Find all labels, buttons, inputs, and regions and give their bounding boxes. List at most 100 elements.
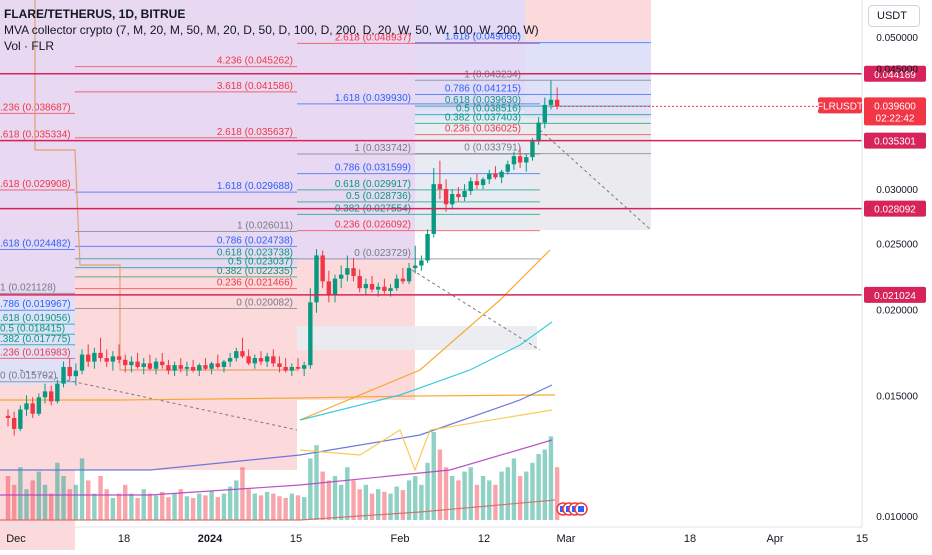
fib-label: 0.5 (0.028736)	[346, 191, 411, 202]
volume-bar	[542, 449, 547, 520]
candle-body	[92, 352, 97, 362]
moving-average-line	[0, 499, 556, 521]
candle-body	[332, 278, 338, 296]
level-tag-text: 0.028092	[874, 205, 916, 216]
volume-bar	[345, 467, 350, 520]
candle-body	[147, 363, 153, 369]
candle-body	[289, 366, 295, 371]
fib-label: 0.618 (0.029917)	[335, 179, 411, 190]
volume-bar	[351, 480, 356, 520]
fib-label: 0.618 (0.039630)	[445, 95, 521, 106]
candle-body	[524, 157, 529, 163]
volume-bar	[437, 449, 443, 520]
indicator-title[interactable]: MVA collector crypto (7, M, 20, M, 50, M…	[4, 23, 539, 37]
level-tag-text: 0.021024	[874, 291, 916, 302]
volume-bar	[55, 462, 60, 520]
candle-body	[252, 358, 257, 364]
candle-body	[530, 141, 535, 158]
volume-bar	[197, 493, 202, 520]
volume-bar	[221, 493, 227, 520]
fib-label: 0.5 (0.018415)	[0, 323, 65, 334]
volume-bar	[104, 489, 109, 520]
price-tick-label: 0.050000	[876, 33, 918, 44]
volume-bar	[110, 498, 116, 520]
volume-bar	[258, 495, 264, 520]
volume-bar	[252, 493, 257, 520]
volume-bar	[536, 454, 541, 520]
time-tick-label: Mar	[557, 533, 576, 545]
moving-average-line	[0, 439, 553, 496]
volume-bar	[332, 476, 338, 520]
volume-bar	[419, 484, 424, 520]
volume-bar	[73, 484, 79, 520]
horizontal-levels: 0.044189 0.035301 0.028092 0.021024	[0, 65, 926, 303]
volume-bar	[425, 462, 430, 520]
moving-average-line	[34, 0, 297, 371]
volume-bar	[289, 493, 295, 520]
volume-bar	[5, 476, 11, 520]
currency-button[interactable]: USDT	[868, 5, 920, 27]
candle-body	[110, 356, 116, 362]
volume-bar	[30, 480, 35, 520]
symbol-title[interactable]: FLARE/TETHERUS, 1D, BITRUE	[4, 7, 186, 21]
volume-bar	[246, 489, 251, 520]
fib-label: 0.5 (0.023037)	[228, 257, 293, 268]
volume-bar	[530, 462, 535, 520]
level-tag	[864, 132, 926, 149]
volume-bar	[141, 489, 146, 520]
candle-body	[394, 278, 399, 289]
volume-bar	[184, 496, 190, 520]
volume-bar	[283, 498, 288, 520]
fib-label: 2.618 (0.048937)	[335, 32, 411, 43]
volume-bar	[135, 498, 140, 520]
volume-bar	[400, 490, 406, 520]
candle-body	[388, 288, 393, 291]
candle-body	[295, 366, 301, 369]
candle-body	[505, 164, 510, 172]
symbol-tag	[818, 97, 862, 114]
level-tag	[864, 286, 926, 303]
volume-bar	[190, 498, 196, 520]
volume-bar	[382, 491, 387, 520]
fib-label: 0 (0.015702)	[0, 371, 57, 382]
candle-body	[493, 173, 498, 178]
time-tick-label: Feb	[391, 533, 410, 545]
volume-bar	[42, 484, 48, 520]
candle-body	[234, 351, 239, 359]
volume-bar	[314, 445, 319, 520]
time-tick-label: 18	[684, 533, 696, 545]
candle-body	[376, 286, 381, 290]
fib-label: .618 (0.029908)	[0, 179, 71, 190]
candle-body	[184, 366, 190, 369]
fib-label: .618 (0.019056)	[0, 313, 71, 324]
candle-body	[554, 99, 560, 107]
volume-bar	[468, 467, 473, 520]
volume-title[interactable]: Vol · FLR	[4, 39, 55, 53]
volume-bar	[18, 467, 23, 520]
candle-body	[382, 286, 387, 291]
candle-body	[5, 415, 11, 418]
volume-bar	[36, 471, 42, 520]
volume-bar	[92, 493, 97, 520]
volume-bar	[147, 493, 153, 520]
volume-bar	[86, 480, 91, 520]
candle-body	[542, 104, 547, 123]
event-flag-fill	[578, 506, 584, 512]
volume-bars	[5, 432, 560, 520]
candle-body	[450, 194, 455, 205]
fib-zone	[415, 0, 525, 110]
candle-body	[172, 365, 177, 371]
candle-body	[55, 383, 60, 402]
fib-label: 1.618 (0.029688)	[217, 181, 293, 192]
volume-bar	[129, 493, 134, 520]
candle-body	[511, 156, 517, 165]
event-flag-icon[interactable]	[574, 502, 588, 516]
candle-body	[357, 275, 362, 289]
volume-bar	[61, 476, 66, 520]
candle-body	[48, 391, 54, 402]
price-axis: 0.050000 0.045000 0.030000 0.025000 0.020000…	[552, 0, 926, 527]
price-tag	[864, 97, 926, 126]
fib-zone	[297, 326, 537, 350]
candle-body	[246, 356, 251, 364]
